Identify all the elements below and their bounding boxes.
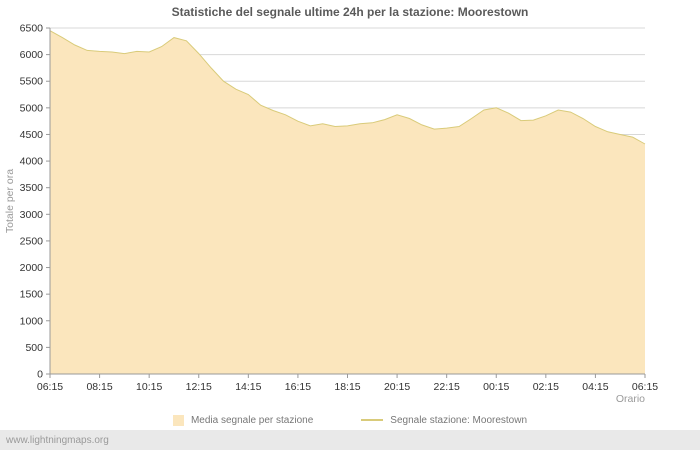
- x-tick-label: 22:15: [434, 381, 460, 393]
- y-tick-label: 5500: [20, 76, 44, 88]
- x-axis-title: Orario: [616, 393, 645, 402]
- legend-item-segnale-stazione: Segnale stazione: Moorestown: [361, 415, 527, 426]
- area-series-media-segnale: [50, 30, 645, 374]
- legend-item-media-segnale: Media segnale per stazione: [172, 414, 314, 426]
- y-tick-label: 1000: [20, 315, 44, 327]
- x-tick-label: 00:15: [483, 381, 509, 393]
- signal-area-chart: 0 500 1000 1500 2000 2500 3000 3500 4000 4500 5000…: [4, 23, 658, 406]
- x-tick-label: 16:15: [285, 381, 311, 393]
- y-tick-label: 0: [37, 369, 43, 381]
- x-tick-label: 10:15: [136, 381, 162, 393]
- x-tick-label: 20:15: [384, 381, 410, 393]
- line-series-moorestown: [49, 30, 646, 145]
- y-tick-label: 5000: [20, 102, 44, 114]
- legend-label: Media segnale per stazione: [190, 414, 314, 426]
- x-tick-label: 12:15: [186, 381, 212, 393]
- x-tick-label: 02:15: [533, 381, 559, 393]
- legend-label: Segnale stazione: Moorestown: [390, 414, 528, 426]
- y-axis-title: Totale per ora: [4, 169, 16, 233]
- y-tick-label: 6500: [20, 23, 44, 35]
- x-tick-label: 08:15: [86, 381, 112, 393]
- footer-bar: www.lightningmaps.org: [0, 430, 700, 450]
- y-tick-label: 1500: [20, 289, 44, 301]
- y-tick-label: 6000: [20, 49, 44, 61]
- y-tick-label: 2000: [20, 262, 44, 274]
- chart-title: Statistiche del segnale ultime 24h per l…: [171, 5, 529, 19]
- y-tick-label: 2500: [20, 235, 44, 247]
- x-tick-label: 06:15: [37, 381, 63, 393]
- x-tick-label: 04:15: [582, 381, 608, 393]
- y-tick-label: 4000: [20, 156, 44, 168]
- y-tick-label: 4500: [20, 129, 44, 141]
- x-tick-label: 14:15: [235, 381, 261, 393]
- y-tick-label: 500: [25, 342, 43, 354]
- x-tick-label: 18:15: [334, 381, 360, 393]
- line-swatch-icon: [361, 419, 384, 421]
- y-tick-label: 3500: [20, 182, 44, 194]
- chart-legend: Media segnale per stazione Segnale stazi…: [0, 407, 700, 433]
- watermark-link[interactable]: www.lightningmaps.org: [6, 434, 109, 446]
- x-tick-label: 06:15: [632, 381, 658, 393]
- area-swatch-icon: [172, 414, 184, 426]
- y-tick-label: 3000: [20, 209, 44, 221]
